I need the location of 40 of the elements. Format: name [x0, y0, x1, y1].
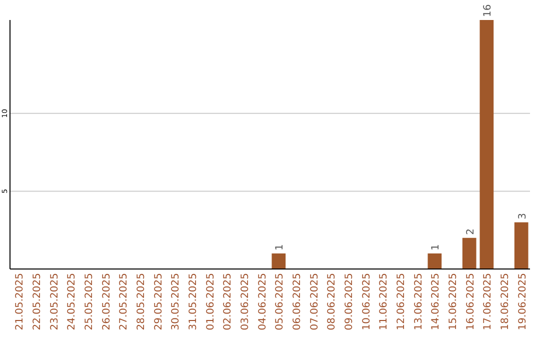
x-tick-label: 25.05.2025	[84, 273, 95, 330]
x-tick-label: 22.05.2025	[32, 273, 43, 330]
data-label: 2	[465, 228, 476, 235]
x-tick-label: 23.05.2025	[49, 273, 60, 330]
x-tick-label: 13.06.2025	[413, 273, 424, 330]
x-tick-label: 18.06.2025	[500, 273, 511, 330]
x-tick-label: 05.06.2025	[274, 273, 286, 330]
x-tick-label: 15.06.2025	[448, 273, 459, 330]
x-tick-label: 01.06.2025	[205, 273, 216, 330]
x-tick-label: 21.05.2025	[14, 273, 26, 330]
data-label: 16	[482, 4, 494, 17]
x-tick-label: 24.05.2025	[66, 273, 78, 330]
bar	[272, 253, 286, 269]
data-label: 3	[517, 212, 528, 220]
bar	[480, 20, 494, 269]
x-tick-label: 28.05.2025	[136, 273, 147, 330]
x-tick-label: 30.05.2025	[170, 273, 182, 330]
x-tick-label: 12.06.2025	[396, 273, 407, 330]
bar	[514, 222, 528, 269]
x-tick-label: 08.06.2025	[326, 273, 338, 330]
x-tick-label: 31.05.2025	[188, 273, 199, 330]
x-tick-label: 06.06.2025	[292, 273, 303, 330]
bar	[428, 253, 442, 269]
data-label: 1	[430, 244, 442, 250]
x-tick-label: 26.05.2025	[101, 273, 112, 330]
x-tick-label: 14.06.2025	[430, 273, 442, 330]
x-tick-label: 02.06.2025	[222, 273, 234, 330]
x-tick-label: 09.06.2025	[344, 273, 355, 330]
x-tick-label: 17.06.2025	[482, 273, 494, 330]
data-label: 1	[274, 244, 286, 250]
x-tick-label: 11.06.2025	[378, 273, 390, 330]
x-tick-label: 07.06.2025	[309, 273, 320, 330]
x-tick-label: 27.05.2025	[118, 273, 130, 330]
x-tick-label: 04.06.2025	[257, 273, 268, 330]
bar	[462, 238, 476, 269]
x-tick-label: 19.06.2025	[517, 273, 528, 330]
x-tick-label: 16.06.2025	[465, 273, 476, 330]
x-tick-label: 03.06.2025	[240, 273, 251, 330]
x-tick-label: 10.06.2025	[361, 273, 372, 330]
x-tick-label: 29.05.2025	[153, 273, 164, 330]
